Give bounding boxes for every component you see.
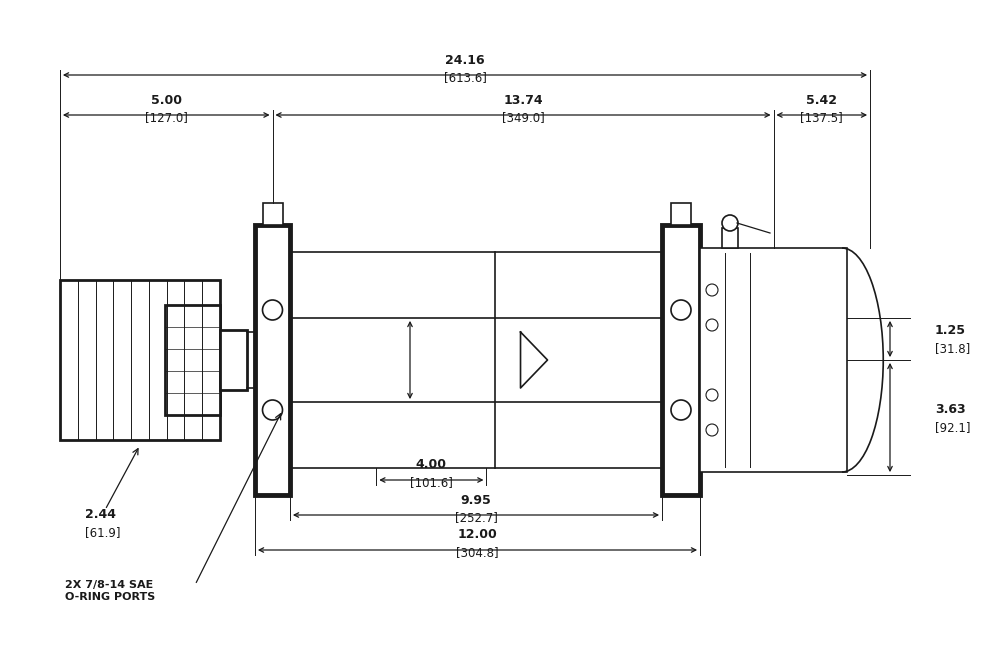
Text: 2X 7/8-14 SAE
O-RING PORTS: 2X 7/8-14 SAE O-RING PORTS [65,580,155,602]
Bar [671,203,691,225]
Polygon shape [521,332,548,388]
Text: [127.0]: [127.0] [145,111,188,125]
Text: [92.1]: [92.1] [935,421,970,434]
Bar [662,225,700,495]
Circle shape [722,215,738,231]
Bar [60,280,220,440]
Text: [349.0]: [349.0] [502,111,544,125]
Bar [722,228,738,248]
Bar [700,248,847,472]
Text: 2.44: 2.44 [85,508,116,522]
Text: 12.00: 12.00 [458,528,497,542]
Circle shape [706,284,718,296]
Text: 9.95: 9.95 [461,494,491,506]
Circle shape [706,319,718,331]
Bar [165,305,220,415]
Circle shape [706,424,718,436]
Circle shape [262,300,283,320]
Text: 24.16: 24.16 [445,53,485,67]
Text: [613.6]: [613.6] [444,71,486,85]
Circle shape [706,389,718,401]
Text: 13.74: 13.74 [503,93,543,107]
Bar [255,225,290,495]
Text: [31.8]: [31.8] [935,342,970,356]
Text: 4.00: 4.00 [416,458,447,472]
Text: 3.63: 3.63 [935,403,966,416]
Bar [262,203,283,225]
Text: [137.5]: [137.5] [800,111,843,125]
Text: 5.42: 5.42 [806,93,837,107]
Bar [220,330,247,390]
Text: [304.8]: [304.8] [456,546,499,560]
Circle shape [262,400,283,420]
Text: [101.6]: [101.6] [410,476,453,490]
Text: 1.25: 1.25 [935,325,966,338]
Text: 5.00: 5.00 [151,93,182,107]
Text: [252.7]: [252.7] [455,512,497,524]
Text: [61.9]: [61.9] [85,526,120,540]
Circle shape [671,400,691,420]
Circle shape [671,300,691,320]
